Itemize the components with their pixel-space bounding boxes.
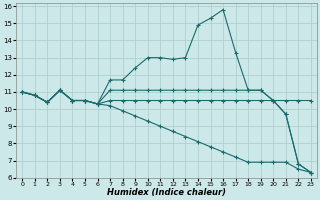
X-axis label: Humidex (Indice chaleur): Humidex (Indice chaleur): [107, 188, 226, 197]
